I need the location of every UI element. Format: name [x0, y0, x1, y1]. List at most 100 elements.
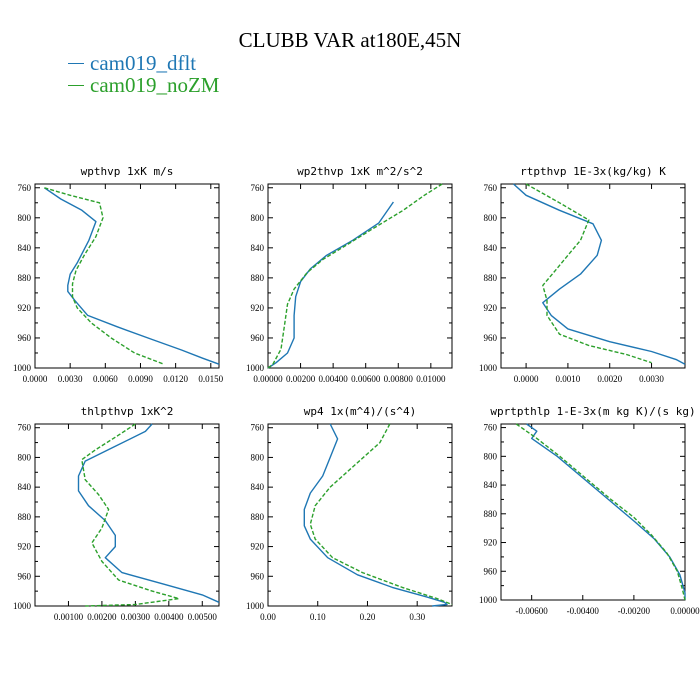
y-tick-label: 840 [484, 480, 498, 490]
plot-frame [500, 183, 686, 369]
x-tick-label: -0.00600 [516, 606, 549, 616]
series-line-nozm [44, 187, 165, 365]
series-line-dflt [513, 183, 686, 365]
y-tick-label: 880 [18, 273, 32, 283]
y-tick-label: 960 [251, 571, 265, 581]
plot-title: wpthvp 1xK m/s [81, 165, 174, 178]
plot-frame [500, 423, 686, 601]
series-line-dflt [44, 187, 220, 365]
x-tick-label: 0.0030 [639, 374, 664, 384]
x-tick-label: 0.00400 [319, 374, 349, 384]
y-tick-label: 760 [18, 423, 32, 433]
x-tick-label: 0.0020 [597, 374, 622, 384]
x-tick-label: 0.0060 [93, 374, 118, 384]
x-tick-label: 0.0000 [23, 374, 48, 384]
y-tick-label: 1000 [246, 363, 265, 373]
series-line-nozm [515, 423, 686, 601]
x-tick-label: 0.00200 [87, 612, 117, 622]
x-tick-label: 0.00100 [54, 612, 84, 622]
y-tick-label: 920 [18, 542, 32, 552]
series-line-dflt [526, 423, 686, 600]
x-tick-label: 0.0010 [556, 374, 581, 384]
y-tick-label: 1000 [246, 601, 265, 611]
x-tick-label: 0.0000 [514, 374, 539, 384]
x-tick-label: 0.30 [409, 612, 425, 622]
x-tick-label: 0.20 [360, 612, 376, 622]
x-tick-label: 0.00000 [670, 606, 700, 616]
legend-item-dflt: cam019_dflt [68, 52, 196, 74]
series-line-nozm [309, 423, 453, 606]
plot-frame [34, 183, 220, 369]
y-tick-label: 1000 [479, 363, 498, 373]
plot-title: wp4 1x(m^4)/(s^4) [304, 405, 417, 418]
y-tick-label: 840 [484, 243, 498, 253]
plot-frame [267, 423, 453, 607]
x-tick-label: 0.00000 [253, 374, 283, 384]
x-tick-label: 0.0120 [163, 374, 188, 384]
series-line-dflt [303, 423, 448, 607]
y-tick-label: 800 [251, 213, 265, 223]
legend-line-dflt [68, 62, 84, 64]
y-tick-label: 800 [18, 213, 32, 223]
y-tick-label: 840 [18, 482, 32, 492]
y-tick-label: 960 [484, 566, 498, 576]
page-title: CLUBB VAR at180E,45N [238, 28, 462, 52]
y-tick-label: 960 [18, 333, 32, 343]
x-tick-label: 0.00200 [286, 374, 316, 384]
series-line-nozm [81, 423, 180, 607]
y-tick-label: 960 [18, 571, 32, 581]
y-tick-label: 1000 [13, 363, 32, 373]
legend-label-nozm: cam019_noZM [90, 73, 220, 97]
y-tick-label: 920 [251, 542, 265, 552]
series-line-dflt [77, 423, 220, 603]
y-tick-label: 760 [484, 423, 498, 433]
y-tick-label: 920 [18, 303, 32, 313]
legend-line-nozm [68, 84, 84, 86]
legend-item-nozm: cam019_noZM [68, 74, 219, 96]
y-tick-label: 880 [484, 509, 498, 519]
y-tick-label: 800 [484, 451, 498, 461]
x-tick-label: 0.00600 [351, 374, 381, 384]
y-tick-label: 920 [484, 538, 498, 548]
x-tick-label: -0.00400 [567, 606, 600, 616]
plot-frame [267, 183, 453, 369]
plot-title: thlpthvp 1xK^2 [81, 405, 174, 418]
x-tick-label: 0.01000 [416, 374, 446, 384]
legend-label-dflt: cam019_dflt [90, 51, 197, 75]
y-tick-label: 880 [251, 512, 265, 522]
y-tick-label: 840 [251, 482, 265, 492]
y-tick-label: 760 [484, 183, 498, 193]
y-tick-label: 760 [251, 423, 265, 433]
chart-panel-3: rtpthvp 1E-3x(kg/kg) K 760 800 840 880 920 960… [479, 165, 686, 384]
x-tick-label: 0.00 [260, 612, 276, 622]
plot-title: wprtpthlp 1-E-3x(m kg K)/(s kg) [490, 405, 695, 418]
y-tick-label: 760 [251, 183, 265, 193]
x-tick-label: 0.0030 [58, 374, 83, 384]
y-tick-label: 1000 [13, 601, 32, 611]
series-line-nozm [525, 183, 652, 364]
chart-panel-4: thlpthvp 1xK^2 760 800 840 880 920 960 1000 0.00… [13, 405, 220, 622]
y-tick-label: 880 [18, 512, 32, 522]
y-tick-label: 960 [484, 333, 498, 343]
y-tick-label: 920 [484, 303, 498, 313]
series-line-nozm [267, 183, 443, 369]
x-tick-label: 0.10 [310, 612, 326, 622]
y-tick-label: 920 [251, 303, 265, 313]
plot-title: wp2thvp 1xK m^2/s^2 [297, 165, 423, 178]
y-tick-label: 800 [18, 452, 32, 462]
x-tick-label: -0.00200 [618, 606, 651, 616]
plot-title: rtpthvp 1E-3x(kg/kg) K [520, 165, 666, 178]
chart-panel-6: wprtpthlp 1-E-3x(m kg K)/(s kg) 760 800 840… [479, 405, 700, 616]
x-tick-label: 0.00500 [188, 612, 218, 622]
y-tick-label: 840 [18, 243, 32, 253]
y-tick-label: 760 [18, 183, 32, 193]
x-tick-label: 0.00300 [121, 612, 151, 622]
x-tick-label: 0.0150 [198, 374, 223, 384]
y-tick-label: 960 [251, 333, 265, 343]
chart-panel-1: wpthvp 1xK m/s76080084088092096010000.00… [13, 165, 224, 384]
chart-panel-5: wp4 1x(m^4)/(s^4)76080084088092096010000… [246, 405, 453, 622]
x-tick-label: 0.0090 [128, 374, 153, 384]
x-tick-label: 0.00400 [154, 612, 184, 622]
y-tick-label: 880 [251, 273, 265, 283]
